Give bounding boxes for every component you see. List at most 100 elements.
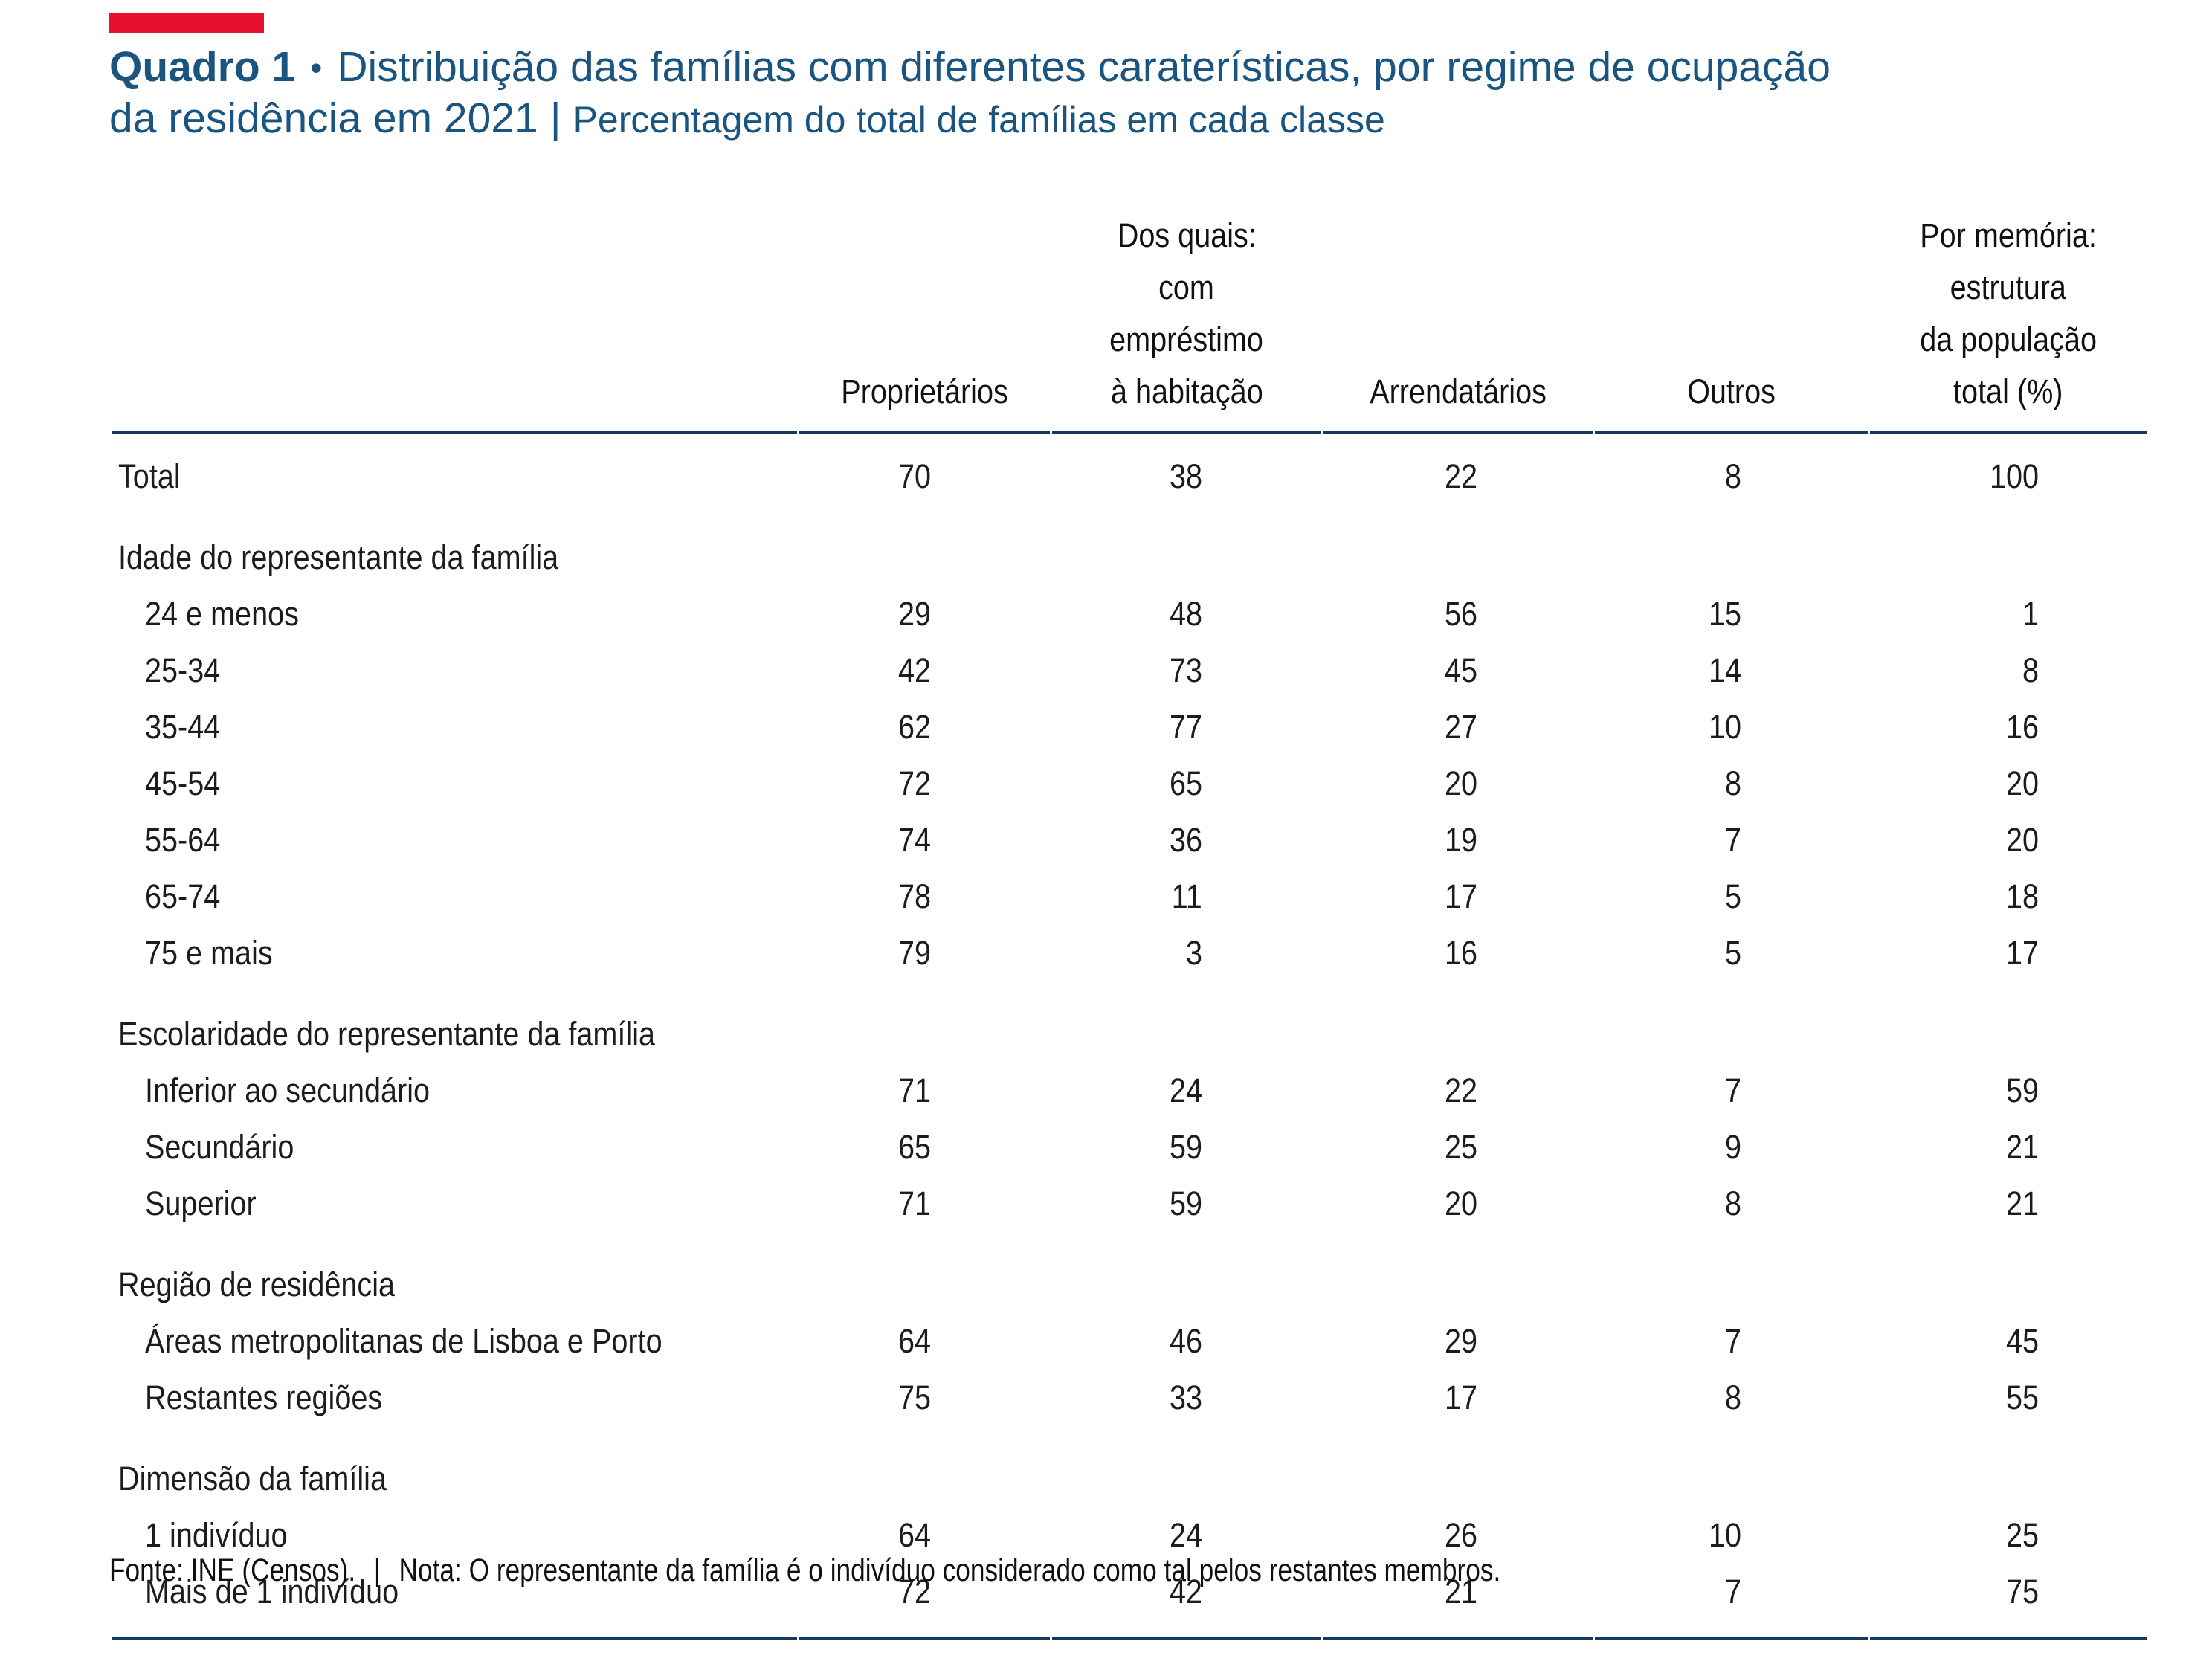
table-row: Áreas metropolitanas de Lisboa e Porto 64… (112, 1313, 2147, 1370)
cell-value: 78 (897, 877, 931, 915)
cell-value: 100 (1989, 457, 2039, 495)
cell-value: 20 (2005, 764, 2039, 802)
row-label: Total (118, 457, 181, 495)
cell-value: 5 (1724, 877, 1741, 915)
cell-value: 24 (1169, 1516, 1202, 1554)
table-row: 24 e menos 29 48 56 15 1 (112, 586, 2147, 642)
cell-value: 3 (1185, 934, 1202, 972)
cell-value: 20 (1444, 1184, 1477, 1222)
cell-value: 20 (2005, 821, 2039, 859)
col-header-proprietarios: Proprietários (799, 210, 1050, 434)
cell-value: 46 (1169, 1322, 1202, 1360)
cell-value: 14 (1708, 651, 1741, 689)
cell-value: 42 (897, 651, 931, 689)
table-row: 25-34 42 73 45 14 8 (112, 642, 2147, 699)
table-row: 65-74 78 11 17 5 18 (112, 868, 2147, 925)
cell-value: 62 (897, 708, 931, 746)
table-row: Secundário 65 59 25 9 21 (112, 1119, 2147, 1176)
cell-value: 10 (1708, 708, 1741, 746)
cell-value: 75 (897, 1379, 931, 1416)
section-label: Região de residência (118, 1266, 396, 1303)
cell-value: 8 (1724, 1379, 1741, 1416)
cell-value: 17 (1444, 877, 1477, 915)
cell-value: 71 (897, 1071, 931, 1109)
table-row: Total 70 38 22 8 100 (112, 434, 2147, 505)
cell-value: 38 (1169, 457, 1202, 495)
section-row: Região de residência (112, 1232, 2147, 1313)
cell-value: 5 (1724, 934, 1741, 972)
table-row: Restantes regiões 75 33 17 8 55 (112, 1370, 2147, 1426)
cell-value: 21 (1323, 1564, 1593, 1640)
caption-label: Quadro 1 (109, 43, 296, 91)
cell-value: 19 (1444, 821, 1477, 859)
cell-value: 65 (897, 1128, 931, 1166)
row-label: 1 indivíduo (145, 1516, 288, 1554)
header-empty-cell (112, 210, 797, 434)
table-row: 1 indivíduo 64 24 26 10 25 (112, 1507, 2147, 1564)
row-label: 55-64 (145, 821, 221, 859)
cell-value: 27 (1444, 708, 1477, 746)
cell-value: 24 (1169, 1071, 1202, 1109)
table-row: 45-54 72 65 20 8 20 (112, 755, 2147, 812)
cell-value: 16 (2005, 708, 2039, 746)
cell-value: 42 (1052, 1564, 1321, 1640)
cell-value: 22 (1444, 457, 1477, 495)
cell-value: 7 (1595, 1564, 1868, 1640)
col-header-outros: Outros (1595, 210, 1868, 434)
cell-value: 48 (1169, 595, 1202, 633)
cell-value: 20 (1444, 764, 1477, 802)
cell-value: 15 (1708, 595, 1741, 633)
table-caption: Quadro 1 • Distribuição das famílias com d… (109, 42, 2147, 145)
row-label: Áreas metropolitanas de Lisboa e Porto (145, 1322, 662, 1360)
cell-value: 10 (1708, 1516, 1741, 1554)
row-label: Secundário (145, 1128, 294, 1166)
cell-value: 79 (897, 934, 931, 972)
cell-value: 77 (1169, 708, 1202, 746)
cell-value: 64 (897, 1322, 931, 1360)
cell-value: 59 (2005, 1071, 2039, 1109)
section-row: Escolaridade do representante da família (112, 981, 2147, 1063)
cell-value: 25 (2005, 1516, 2039, 1554)
row-label: Superior (145, 1184, 257, 1222)
table-row: 55-64 74 36 19 7 20 (112, 812, 2147, 868)
cell-value: 22 (1444, 1071, 1477, 1109)
col-header-dos-quais-emprestimo: Dos quais: com empréstimo à habitação (1052, 210, 1321, 434)
caption-separator: | (549, 94, 561, 142)
row-label: 65-74 (145, 877, 221, 915)
cell-value: 7 (1724, 1322, 1741, 1360)
cell-value: 64 (897, 1516, 931, 1554)
section-label: Escolaridade do representante da família (118, 1015, 656, 1053)
row-label: 25-34 (145, 651, 221, 689)
caption-subtitle: Percentagem do total de famílias em cada… (573, 99, 1385, 141)
section-label: Idade do representante da família (118, 538, 559, 576)
cell-value: 56 (1444, 595, 1477, 633)
cell-value: 71 (897, 1184, 931, 1222)
row-label: 75 e mais (145, 934, 273, 972)
col-header-por-memoria: Por memória: estrutura da população tota… (1870, 210, 2147, 434)
footnote-separator: | (373, 1553, 381, 1588)
row-label: Inferior ao secundário (145, 1071, 431, 1109)
caption-bullet-icon: • (310, 48, 323, 87)
cell-value: 75 (1870, 1564, 2147, 1640)
row-label: 35-44 (145, 708, 221, 746)
source-text: Fonte: INE (Censos). (109, 1553, 356, 1588)
cell-value: 59 (1169, 1128, 1202, 1166)
header-row: Proprietários Dos quais: com empréstimo … (112, 210, 2147, 434)
cell-value: 72 (897, 764, 931, 802)
table-row: 35-44 62 77 27 10 16 (112, 699, 2147, 755)
cell-value: 70 (897, 457, 931, 495)
row-label: Mais de 1 indivíduo (112, 1564, 797, 1640)
table-row: 75 e mais 79 3 16 5 17 (112, 925, 2147, 981)
cell-value: 29 (897, 595, 931, 633)
cell-value: 65 (1169, 764, 1202, 802)
table-row: Inferior ao secundário 71 24 22 7 59 (112, 1063, 2147, 1119)
cell-value: 21 (2005, 1184, 2039, 1222)
cell-value: 16 (1444, 934, 1477, 972)
table-body: Total 70 38 22 8 100 Idade do representante da… (112, 434, 2147, 1640)
row-label: 45-54 (145, 764, 221, 802)
cell-value: 26 (1444, 1516, 1477, 1554)
cell-value: 33 (1169, 1379, 1202, 1416)
cell-value: 45 (2005, 1322, 2039, 1360)
section-label: Dimensão da família (118, 1460, 387, 1497)
cell-value: 9 (1724, 1128, 1741, 1166)
